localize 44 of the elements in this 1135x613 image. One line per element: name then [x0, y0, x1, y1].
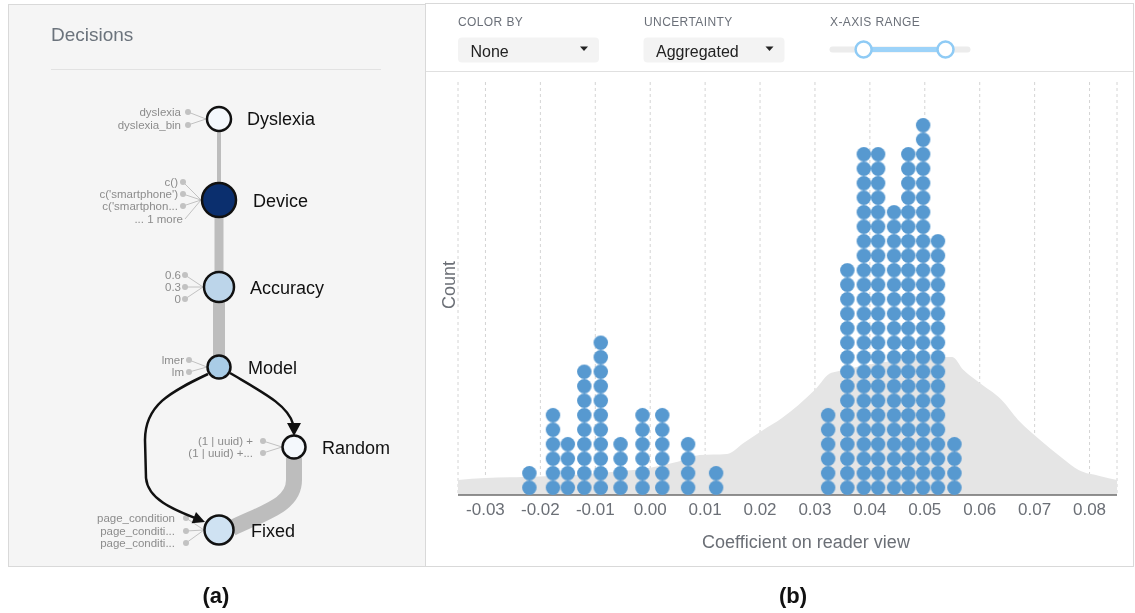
text: page_conditi...: [100, 537, 175, 549]
x-tick-label: -0.03: [466, 500, 505, 520]
text: lmer: [161, 354, 185, 366]
text: COLOR BY: [458, 15, 524, 29]
text: ... 1 more: [134, 213, 183, 225]
text: page_conditi...: [100, 525, 175, 537]
y-axis-title: Count: [439, 260, 459, 310]
text: None: [470, 42, 509, 60]
text: (b): [778, 583, 808, 608]
text: c(): [164, 176, 179, 188]
text: X-AXIS RANGE: [830, 15, 921, 29]
text: lm: [171, 366, 184, 378]
text: Model: [248, 358, 298, 378]
text: Decisions: [51, 24, 134, 45]
text: 0: [174, 293, 181, 305]
x-tick-label: 0.07: [1018, 500, 1052, 520]
x-tick-label: 0.05: [908, 500, 942, 520]
text: Fixed: [251, 521, 296, 541]
text: 0.3: [165, 281, 181, 293]
text: Device: [253, 191, 309, 211]
text: Dyslexia: [247, 109, 317, 129]
text: Random: [322, 438, 391, 458]
text: (1 | uuid) +...: [188, 447, 253, 459]
x-tick-label: 0.02: [743, 500, 777, 520]
x-tick-label: 0.08: [1072, 500, 1107, 520]
text: 0.6: [165, 269, 181, 281]
text: c('smartphone'): [99, 188, 179, 200]
text: dyslexia: [139, 106, 182, 118]
x-axis-title: Coefficient on reader view: [702, 532, 911, 552]
text: (1 | uuid) +: [197, 435, 254, 447]
text: page_condition: [96, 512, 175, 524]
text: dyslexia_bin: [117, 119, 181, 131]
x-tick-label: 0.04: [853, 500, 887, 520]
text: (a): [202, 583, 230, 608]
x-tick-label: 0.03: [798, 500, 832, 520]
x-tick-label: -0.02: [521, 500, 560, 520]
x-tick-label: 0.06: [963, 500, 997, 520]
x-tick-label: -0.01: [575, 500, 615, 520]
x-tick-label: 0.01: [688, 500, 722, 520]
text: UNCERTAINTY: [644, 15, 733, 29]
text: Accuracy: [250, 278, 325, 298]
x-tick-label: 0.00: [633, 500, 667, 520]
text: c('smartphon...: [102, 200, 178, 212]
text: Aggregated: [656, 42, 739, 60]
